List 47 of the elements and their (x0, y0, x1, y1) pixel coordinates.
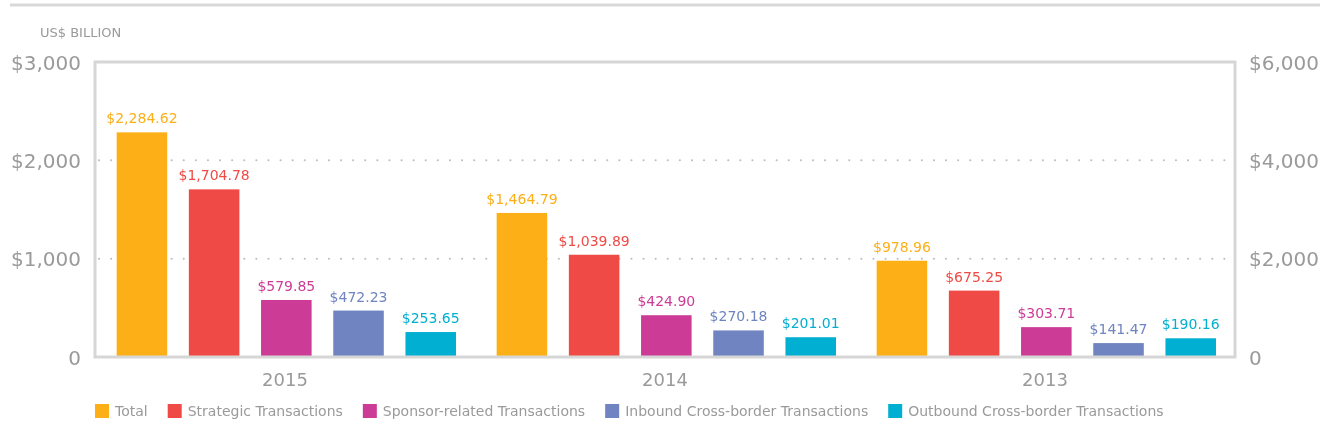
y-axis-title: US$ BILLION (40, 25, 122, 40)
legend-label: Outbound Cross-border Transactions (908, 403, 1164, 419)
legend-label: Inbound Cross-border Transactions (625, 403, 869, 419)
bar (713, 330, 764, 357)
data-label: $253.65 (401, 310, 460, 327)
bar (1021, 327, 1072, 357)
y2-tick-label: $6,000 (1249, 50, 1319, 75)
data-label: $141.47 (1089, 321, 1148, 338)
bar (785, 337, 836, 357)
y-tick-label: $1,000 (11, 247, 81, 272)
data-label: $1,039.89 (558, 232, 630, 249)
data-label: $579.85 (257, 277, 316, 294)
y-tick-label: $2,000 (11, 148, 81, 173)
data-label: $675.25 (945, 268, 1004, 285)
bar (188, 189, 240, 357)
x-tick-label: 2014 (642, 368, 688, 390)
bar (496, 212, 548, 357)
data-label: $303.71 (1017, 305, 1076, 322)
data-label: $1,704.78 (178, 167, 250, 184)
bar (876, 260, 928, 357)
y2-tick-label: $2,000 (1249, 247, 1319, 272)
legend-label: Strategic Transactions (187, 403, 343, 419)
legend-label: Total (114, 403, 148, 419)
bar (261, 299, 312, 357)
bar (405, 332, 456, 357)
bar (1093, 343, 1144, 357)
bar (116, 132, 168, 357)
data-label: $472.23 (329, 288, 388, 305)
data-label: $201.01 (781, 315, 840, 332)
legend-label: Sponsor-related Transactions (382, 403, 586, 419)
y2-tick-label: 0 (1249, 345, 1262, 370)
bar (1165, 338, 1216, 357)
x-tick-label: 2015 (262, 368, 308, 390)
y-tick-label: 0 (68, 345, 81, 370)
x-tick-label: 2013 (1022, 368, 1068, 390)
data-label: $1,464.79 (486, 190, 558, 207)
data-label: $424.90 (637, 293, 696, 310)
y-tick-label: $3,000 (11, 50, 81, 75)
bar (333, 310, 384, 357)
bar (948, 290, 1000, 357)
y2-tick-label: $4,000 (1249, 148, 1319, 173)
data-label: $2,284.62 (106, 110, 178, 127)
data-label: $978.96 (872, 238, 931, 255)
bar (568, 254, 620, 357)
data-label: $190.16 (1161, 316, 1220, 333)
bar (641, 315, 692, 357)
data-label: $270.18 (709, 308, 768, 325)
